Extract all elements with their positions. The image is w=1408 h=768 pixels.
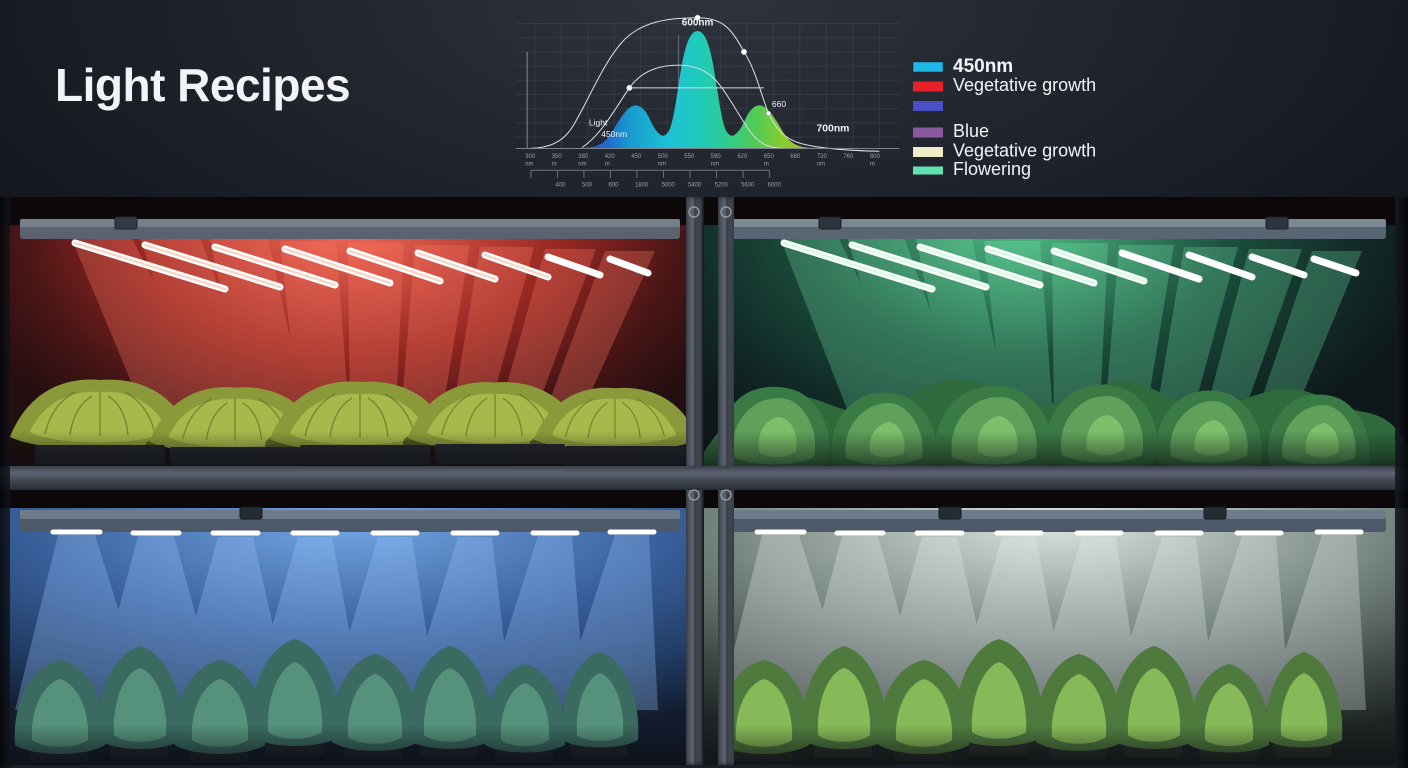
svg-text:450nm: 450nm: [953, 56, 1013, 77]
svg-text:660: 660: [772, 99, 786, 109]
svg-text:m: m: [605, 161, 610, 167]
svg-text:nm: nm: [817, 161, 825, 167]
svg-text:400: 400: [556, 182, 567, 188]
svg-text:Light: Light: [589, 118, 608, 128]
svg-text:5600: 5600: [741, 182, 755, 188]
svg-text:450: 450: [631, 154, 642, 160]
svg-text:6000: 6000: [768, 182, 782, 188]
svg-text:Blue: Blue: [953, 121, 989, 141]
svg-text:Vegetative growth: Vegetative growth: [953, 141, 1096, 161]
svg-text:m: m: [552, 161, 557, 167]
svg-text:5000: 5000: [662, 182, 676, 188]
svg-text:620: 620: [737, 154, 748, 160]
svg-text:350: 350: [552, 154, 563, 160]
svg-text:nm: nm: [711, 161, 719, 167]
svg-text:650: 650: [764, 154, 775, 160]
svg-text:5400: 5400: [688, 182, 702, 188]
svg-text:5200: 5200: [715, 182, 729, 188]
svg-text:500: 500: [658, 154, 669, 160]
svg-text:800: 800: [870, 154, 881, 160]
svg-text:450nm: 450nm: [601, 129, 627, 139]
svg-text:m: m: [870, 161, 875, 167]
svg-text:600: 600: [609, 182, 620, 188]
svg-text:700nm: 700nm: [816, 123, 849, 134]
svg-text:m: m: [764, 161, 769, 167]
svg-text:760: 760: [843, 154, 854, 160]
svg-text:720: 720: [817, 154, 828, 160]
svg-text:Vegetative growth: Vegetative growth: [953, 75, 1096, 95]
svg-text:590: 590: [711, 154, 722, 160]
svg-text:300: 300: [525, 154, 536, 160]
svg-text:600nm: 600nm: [682, 17, 714, 28]
svg-text:Flowering: Flowering: [953, 159, 1031, 179]
svg-text:nm: nm: [578, 161, 586, 167]
svg-text:nm: nm: [658, 161, 666, 167]
svg-text:1800: 1800: [635, 182, 649, 188]
svg-text:nm: nm: [525, 161, 533, 167]
svg-text:420: 420: [605, 154, 616, 160]
svg-text:500: 500: [582, 182, 593, 188]
svg-text:380: 380: [578, 154, 589, 160]
svg-text:680: 680: [790, 154, 801, 160]
svg-text:550: 550: [684, 154, 695, 160]
